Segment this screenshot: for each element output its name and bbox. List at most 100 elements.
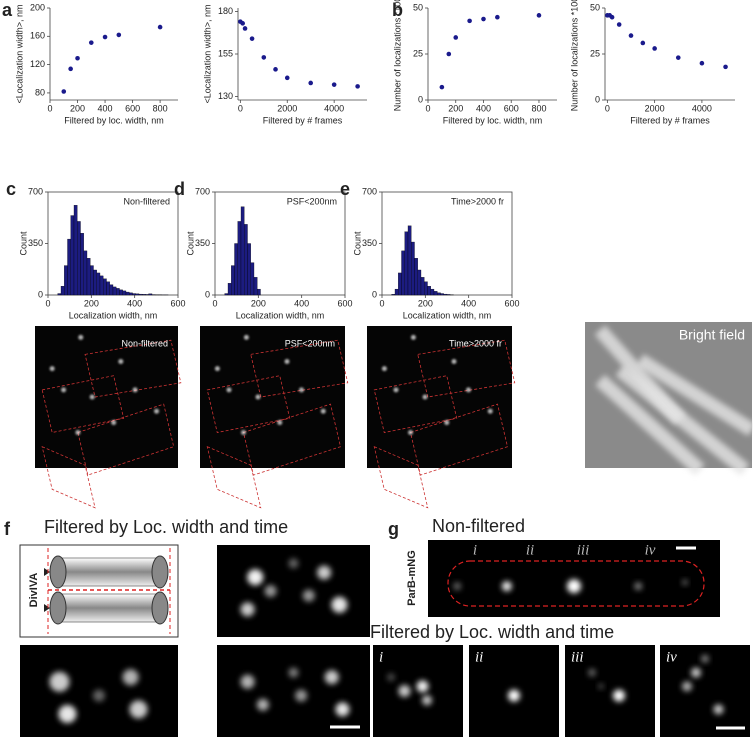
bar (427, 286, 431, 296)
chart-title: Time>2000 fr (451, 196, 504, 206)
spot (58, 705, 77, 723)
spot (247, 569, 264, 586)
y-axis-title: <Localization width>, nm (14, 4, 24, 103)
diagram (19, 544, 179, 638)
bar (247, 243, 251, 296)
bar (433, 291, 438, 296)
bar (145, 294, 149, 296)
bar (138, 293, 143, 296)
y-tick-label: 25 (590, 48, 600, 58)
bar (391, 294, 396, 296)
micrograph (217, 545, 370, 637)
point (640, 40, 646, 46)
charts: 0 200 400 600 800 80 120 160 200 Filtered by loc.… (14, 0, 735, 320)
spot (122, 669, 139, 686)
spot-label: i (379, 649, 383, 665)
spot-label: iv (645, 542, 656, 558)
y-tick-label: 0 (595, 94, 600, 104)
bar (119, 289, 123, 296)
x-tick-label: 600 (504, 103, 519, 113)
x-tick-label: 4000 (692, 103, 712, 113)
point (355, 84, 360, 89)
point (467, 18, 472, 24)
point (331, 82, 337, 87)
x-tick-label: 400 (98, 103, 113, 113)
bar (227, 283, 232, 296)
bar (401, 250, 405, 296)
x-tick-label: 600 (337, 298, 352, 308)
diagram-label: DivIVA (28, 573, 40, 608)
spot (422, 394, 428, 400)
spot (598, 683, 604, 690)
spot (487, 408, 493, 414)
bar (394, 288, 399, 296)
spot (288, 667, 299, 678)
point (61, 89, 67, 94)
micrograph: Time>2000 fr (367, 326, 516, 509)
bar (132, 293, 136, 296)
bar (99, 275, 104, 296)
x-tick-label: 800 (153, 103, 168, 113)
micrograph: ii (469, 645, 559, 737)
spot (466, 387, 471, 393)
cell-outline (84, 339, 182, 398)
x-tick-label: 600 (170, 298, 185, 308)
cell (615, 364, 750, 476)
spot (118, 359, 124, 364)
spot (335, 702, 350, 717)
g-title: Non-filtered (432, 516, 525, 536)
y-tick-label: 155 (218, 48, 233, 58)
image-label: Bright field (679, 327, 745, 343)
x-tick-label: 200 (251, 298, 266, 308)
image-bg (373, 645, 463, 737)
bar (234, 243, 238, 296)
image-label: PSF<200nm (285, 338, 335, 348)
point (249, 36, 255, 41)
bar (135, 293, 140, 296)
f-title: Filtered by Loc. width and time (44, 517, 288, 537)
point (723, 64, 728, 70)
x-axis-title: Filtered by loc. width, nm (443, 115, 543, 125)
spot (49, 366, 55, 372)
spot (567, 579, 581, 594)
cell-outline (243, 403, 341, 476)
cell-outline (77, 403, 175, 476)
bar (424, 281, 428, 296)
bright-field: Bright field (585, 322, 753, 476)
point (536, 13, 542, 18)
spot (241, 430, 246, 435)
bar (64, 265, 68, 296)
bar (109, 284, 114, 296)
bar (404, 231, 409, 296)
bar (142, 294, 146, 296)
y-tick-label: 350 (195, 238, 210, 248)
x-tick-label: 800 (531, 103, 546, 113)
x-tick-label: 0 (45, 298, 50, 308)
y-axis-title: Number of localizations *100 (569, 0, 579, 111)
spot (277, 420, 283, 426)
y-tick-label: 350 (362, 238, 377, 248)
x-tick-label: 0 (47, 103, 52, 113)
y-tick-label: 700 (28, 186, 43, 196)
point (75, 55, 80, 61)
cell-outline (41, 375, 125, 433)
cell-outline (373, 446, 429, 509)
arrow (44, 604, 50, 612)
image-bg (217, 645, 370, 737)
point (116, 32, 122, 38)
spot (444, 420, 450, 426)
bar (148, 293, 153, 296)
bar (250, 262, 255, 296)
cell-outline (206, 375, 291, 433)
spot (129, 700, 148, 719)
bar (96, 272, 101, 296)
image-bg (367, 326, 512, 468)
bar (398, 272, 402, 296)
micrograph: iv (660, 645, 750, 737)
spot (398, 685, 411, 697)
micrograph: i ii iii iv (428, 540, 720, 617)
rod (59, 593, 161, 623)
pole (151, 555, 169, 589)
x-tick-label: 200 (448, 103, 463, 113)
